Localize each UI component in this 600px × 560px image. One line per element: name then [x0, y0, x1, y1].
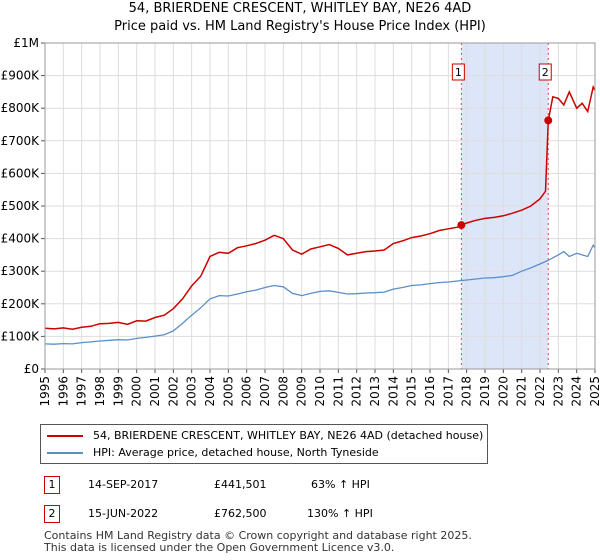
sale-points	[457, 116, 553, 230]
chart-title-line2: Price paid vs. HM Land Registry's House …	[114, 19, 486, 34]
x-tick-label: 2016	[423, 376, 437, 407]
transaction-price: £762,500	[214, 507, 267, 520]
y-tick-label: £500K	[1, 199, 41, 213]
x-tick-label: 2024	[570, 376, 584, 407]
property-series-line	[44, 84, 596, 330]
transaction-row: 2 15-JUN-2022 £762,500 130% ↑ HPI	[40, 505, 600, 525]
y-tick-label: £900K	[1, 69, 41, 83]
legend-label-property: 54, BRIERDENE CRESCENT, WHITLEY BAY, NE2…	[93, 429, 484, 442]
x-tick-label: 1998	[93, 376, 107, 407]
y-tick-label: £800K	[1, 101, 41, 115]
marker-2-box	[538, 63, 552, 81]
hpi-series-line	[44, 243, 596, 345]
y-tick-label: £600K	[1, 166, 41, 180]
transaction-date: 14-SEP-2017	[88, 478, 159, 491]
x-tick-label: 2013	[368, 376, 382, 407]
y-tick-label: £300K	[1, 264, 41, 278]
x-tick-label: 1995	[38, 376, 52, 407]
x-tick-label: 2023	[551, 376, 565, 407]
x-tick-label: 2003	[185, 376, 199, 407]
grid-lines	[44, 42, 596, 370]
x-tick-label: 2010	[313, 376, 327, 407]
transaction-hpi-change: 130% ↑ HPI	[307, 507, 373, 520]
y-tick-label: £700K	[1, 134, 41, 148]
x-tick-label: 2001	[148, 376, 162, 407]
chart-title-line1: 54, BRIERDENE CRESCENT, WHITLEY BAY, NE2…	[128, 1, 472, 16]
x-tick-label: 2006	[240, 376, 254, 407]
x-tick-label: 2022	[533, 376, 547, 407]
x-tick-label: 2004	[203, 376, 217, 407]
x-tick-label: 2000	[130, 376, 144, 407]
x-tick-label: 2025	[588, 376, 600, 407]
marker-2-label: 2	[542, 66, 549, 79]
x-tick-label: 2002	[166, 376, 180, 407]
x-tick-label: 2017	[441, 376, 455, 407]
y-tick-label: £1M	[13, 36, 39, 50]
x-tick-label: 2020	[496, 376, 510, 407]
x-tick-label: 2007	[258, 376, 272, 407]
x-tick-label: 2008	[276, 376, 290, 407]
footer-licence: This data is licensed under the Open Gov…	[44, 541, 395, 554]
x-tick-label: 2015	[405, 376, 419, 407]
x-tick-label: 1999	[111, 376, 125, 407]
legend: 54, BRIERDENE CRESCENT, WHITLEY BAY, NE2…	[40, 424, 488, 464]
y-tick-label: £400K	[1, 232, 41, 246]
sale-point-2	[544, 116, 553, 125]
y-tick-label: £100K	[1, 329, 41, 343]
x-tick-label: 1997	[75, 376, 89, 407]
sale-point-1	[457, 221, 466, 230]
legend-swatch-property	[47, 435, 83, 437]
y-axis-ticks: £0 £100K £200K £300K £400K £500K £600K £700K £80…	[1, 36, 45, 376]
x-tick-label: 2005	[221, 376, 235, 407]
transaction-row: 1 14-SEP-2017 £441,501 63% ↑ HPI	[40, 476, 600, 496]
transaction-number-badge: 2	[44, 505, 60, 523]
transaction-price: £441,501	[214, 478, 267, 491]
transaction-date: 15-JUN-2022	[88, 507, 159, 520]
legend-swatch-hpi	[47, 452, 83, 454]
x-tick-label: 2019	[478, 376, 492, 407]
price-chart: £0 £100K £200K £300K £400K £500K £600K £700K £80…	[1, 36, 600, 407]
x-tick-label: 2018	[460, 376, 474, 407]
y-tick-label: £0	[24, 362, 39, 376]
transaction-number-badge: 1	[44, 476, 60, 494]
marker-1-box	[451, 63, 465, 81]
y-tick-label: £200K	[1, 297, 41, 311]
x-tick-label: 1996	[56, 376, 70, 407]
plot-frame	[44, 42, 596, 370]
x-tick-label: 2011	[331, 376, 345, 407]
marker-1-label: 1	[455, 66, 462, 79]
x-tick-label: 2021	[515, 376, 529, 407]
x-tick-label: 2009	[295, 376, 309, 407]
transaction-hpi-change: 63% ↑ HPI	[311, 478, 370, 491]
footer: Contains HM Land Registry data © Crown c…	[44, 530, 472, 554]
x-tick-label: 2014	[386, 376, 400, 407]
footer-copyright: Contains HM Land Registry data © Crown c…	[44, 529, 472, 542]
x-tick-label: 2012	[350, 376, 364, 407]
x-axis-ticks: 1995 1996 1997 1998 1999 2000 2001 2002 2003 2004…	[38, 369, 600, 407]
legend-label-hpi: HPI: Average price, detached house, Nort…	[93, 446, 379, 459]
